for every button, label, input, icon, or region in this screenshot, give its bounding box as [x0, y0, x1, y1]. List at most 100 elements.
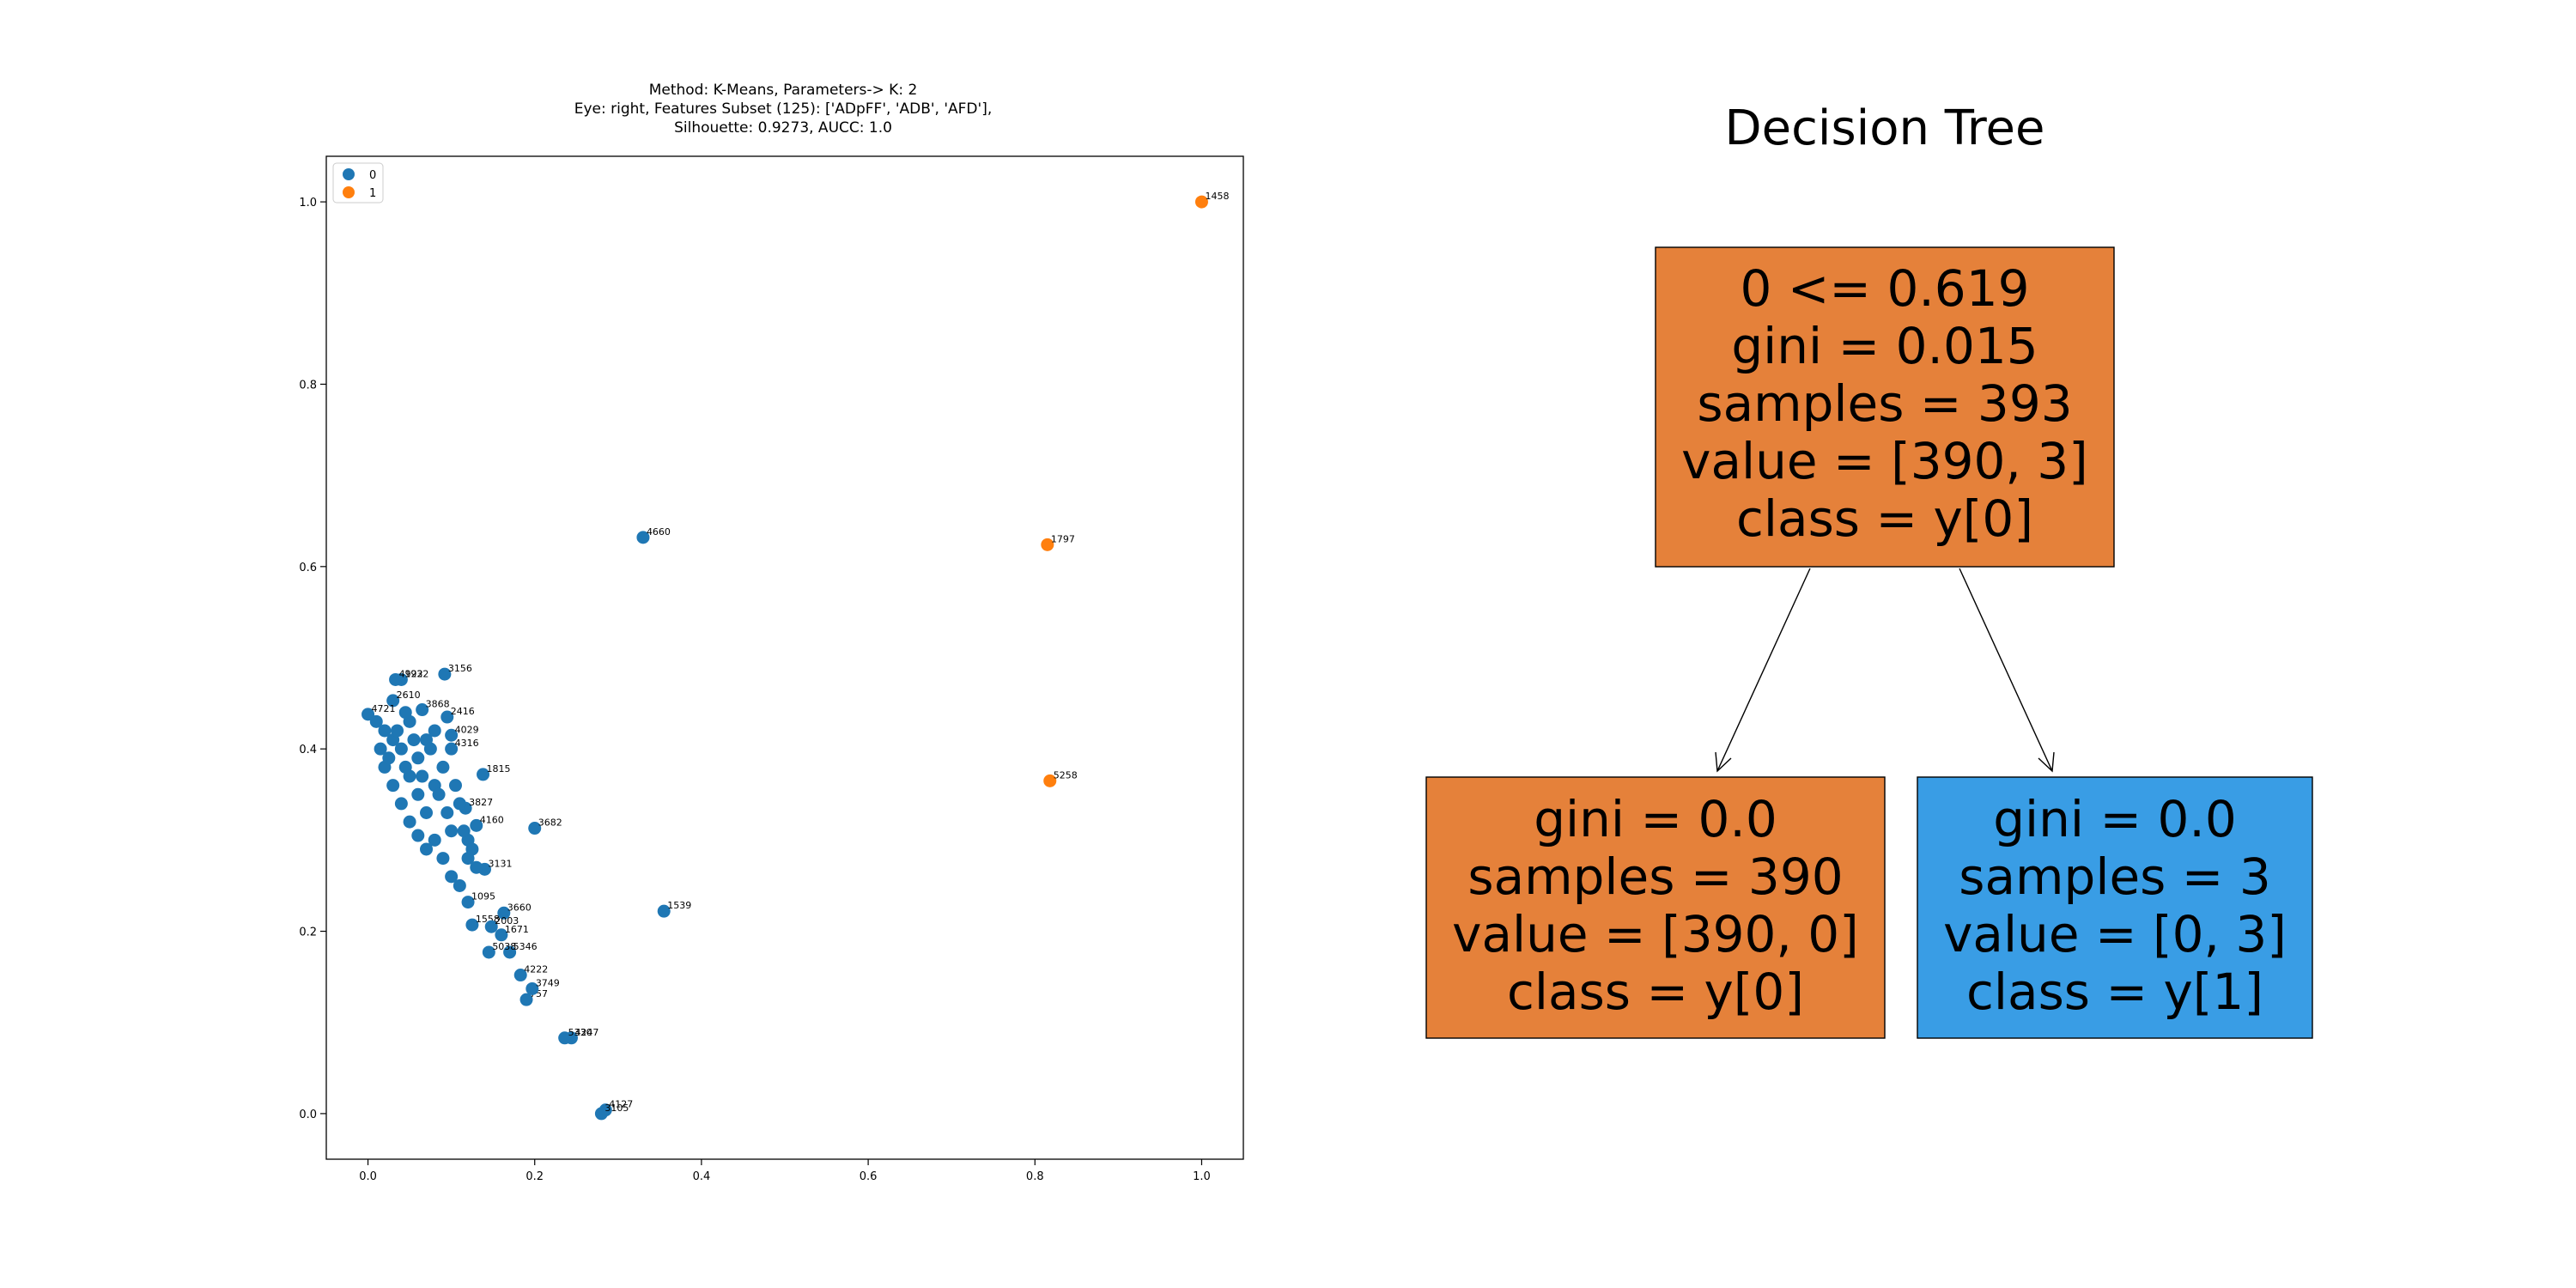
tree-edge-right	[1959, 568, 2053, 772]
point-label: 4316	[455, 738, 479, 749]
scatter-point	[465, 842, 479, 856]
scatter-point	[423, 742, 437, 756]
scatter-point	[1043, 774, 1057, 787]
scatter-point	[389, 672, 403, 686]
scatter-point	[438, 667, 452, 681]
tree-node-root: 0 <= 0.619 gini = 0.015 samples = 393 va…	[1655, 246, 2115, 568]
scatter-title-line-3: Silhouette: 0.9273, AUCC: 1.0	[674, 119, 892, 137]
tree-node-right: gini = 0.0 samples = 3 value = [0, 3] cl…	[1917, 776, 2313, 1039]
legend-marker-0	[343, 168, 355, 180]
point-label: 3105	[605, 1103, 629, 1114]
tree-node-left-line-1: gini = 0.0	[1534, 790, 1777, 848]
scatter-point	[519, 993, 533, 1006]
scatter-point	[461, 896, 475, 909]
x-tick-label: 0.4	[693, 1170, 711, 1183]
scatter-point	[495, 928, 508, 942]
tree-arrowhead-right	[2038, 751, 2055, 773]
point-label: 5346	[513, 941, 538, 952]
scatter-point	[445, 742, 459, 756]
tree-node-left-line-3: value = [390, 0]	[1452, 905, 1859, 963]
tree-title: Decision Tree	[1725, 100, 2045, 156]
scatter-point	[513, 969, 527, 982]
x-tick-label: 0.8	[1026, 1170, 1044, 1183]
scatter-point	[420, 806, 434, 820]
point-label: 3156	[448, 663, 472, 674]
scatter-point	[636, 531, 650, 544]
scatter-point	[445, 728, 459, 742]
tree-node-right-line-3: value = [0, 3]	[1943, 905, 2287, 963]
point-label: 1815	[487, 763, 511, 775]
point-label: 1797	[1051, 533, 1075, 544]
point-label: 4247	[574, 1027, 598, 1038]
point-label: 3749	[536, 977, 560, 988]
x-tick-label: 0.2	[526, 1170, 544, 1183]
y-tick-label: 0.6	[299, 562, 317, 574]
scatter-points: 4660153931563682181542475330412731057573…	[361, 191, 1229, 1121]
point-label: 5038	[492, 941, 516, 952]
scatter-point	[453, 797, 466, 811]
point-label: 4721	[372, 703, 396, 714]
scatter-point	[484, 920, 498, 933]
scatter-point	[411, 829, 425, 842]
point-label: 5330	[568, 1027, 592, 1038]
legend-label-0: 0	[369, 169, 376, 182]
scatter-point	[465, 918, 479, 932]
scatter-point	[457, 824, 471, 838]
scatter-title-line-1: Method: K-Means, Parameters-> K: 2	[649, 82, 918, 99]
scatter-point	[445, 870, 459, 884]
point-label: 2003	[495, 915, 519, 927]
scatter-point	[407, 733, 421, 747]
scatter-point	[594, 1107, 608, 1121]
point-label: 2416	[451, 706, 475, 717]
point-label: 4127	[609, 1099, 633, 1110]
point-label: 1671	[505, 924, 529, 935]
point-label: 4922	[399, 668, 423, 679]
point-label: 3827	[469, 797, 493, 808]
point-label: 4160	[480, 814, 504, 825]
scatter-point	[497, 906, 511, 920]
scatter-point	[526, 981, 539, 995]
scatter-point	[411, 787, 425, 801]
tree-node-root-line-3: samples = 393	[1697, 374, 2072, 433]
scatter-point	[477, 768, 490, 781]
scatter-point	[440, 710, 454, 724]
scatter-point	[374, 742, 387, 756]
scatter-point	[428, 833, 441, 847]
point-label: 1932	[404, 668, 428, 679]
tree-node-right-line-4: class = y[1]	[1966, 963, 2263, 1021]
legend-marker-1	[343, 186, 355, 198]
scatter-point	[470, 818, 483, 832]
scatter-point	[386, 694, 400, 708]
scatter-point	[394, 797, 408, 811]
y-tick-label: 0.4	[299, 744, 317, 756]
scatter-point	[448, 779, 462, 793]
scatter-point	[558, 1031, 572, 1045]
point-label: 3868	[426, 699, 450, 710]
tree-node-root-line-5: class = y[0]	[1736, 489, 2033, 548]
x-tick-label: 1.0	[1193, 1170, 1211, 1183]
scatter-point	[394, 742, 408, 756]
scatter-point	[428, 724, 441, 738]
scatter-point	[369, 714, 383, 728]
scatter-point	[386, 779, 400, 793]
scatter-point	[420, 842, 434, 856]
y-tick-label: 1.0	[299, 197, 317, 210]
point-label: 2610	[397, 690, 421, 701]
x-axis-ticks: 0.0 0.2 0.4 0.6 0.8 1.0	[359, 1159, 1211, 1183]
scatter-point	[403, 815, 416, 829]
scatter-point	[432, 787, 446, 801]
tree-node-right-box	[1917, 776, 2313, 1039]
scatter-point	[445, 824, 459, 838]
scatter-point	[398, 706, 412, 720]
scatter-point	[1194, 195, 1208, 209]
tree-node-root-box	[1655, 246, 2115, 568]
tree-node-right-line-1: gini = 0.0	[1993, 790, 2237, 848]
point-label: 3682	[538, 817, 562, 829]
tree-node-right-line-2: samples = 3	[1959, 848, 2270, 906]
point-label: 1458	[1205, 191, 1229, 202]
tree-node-root-line-2: gini = 0.015	[1731, 317, 2038, 375]
point-label: 3660	[507, 902, 532, 913]
scatter-point	[453, 878, 466, 892]
y-tick-label: 0.8	[299, 379, 317, 392]
